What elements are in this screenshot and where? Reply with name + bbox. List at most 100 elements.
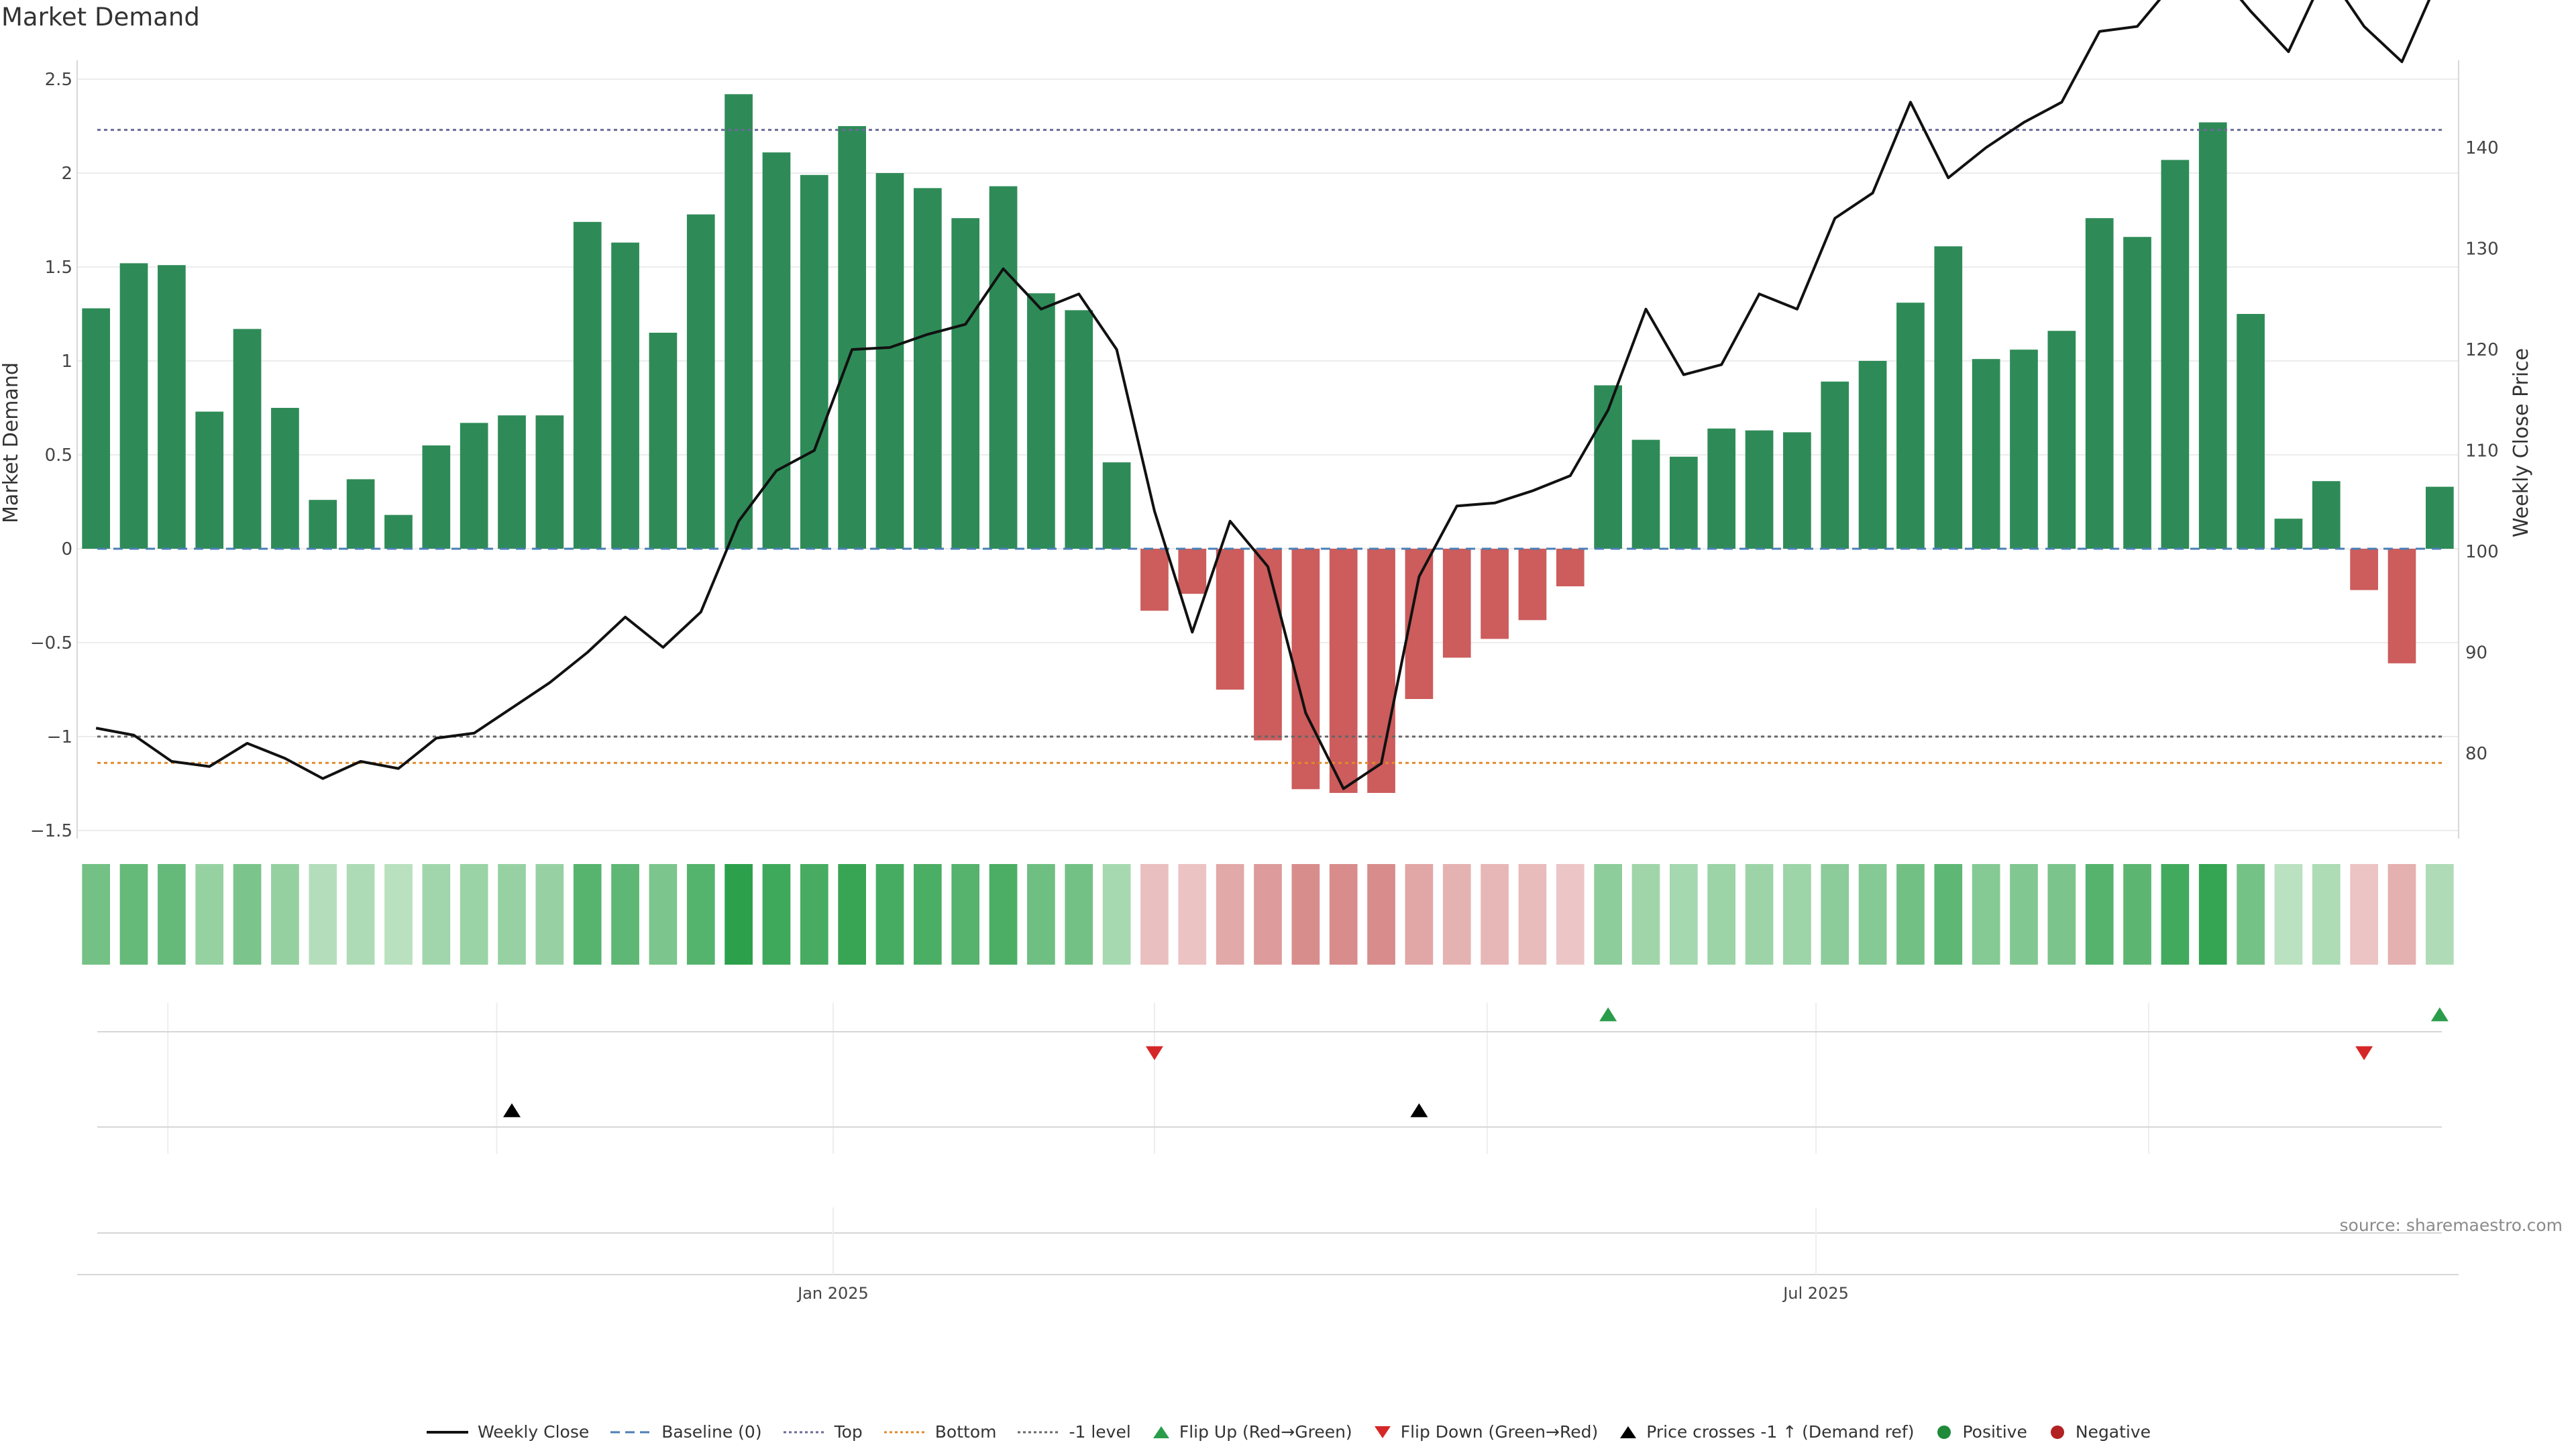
heat-cell [2198, 864, 2227, 965]
heat-cell [989, 864, 1018, 965]
demand-bar-negative [1291, 549, 1320, 790]
demand-bar-positive [875, 173, 904, 549]
demand-bar-negative [1518, 549, 1547, 621]
flip-down-marker [2355, 1046, 2373, 1061]
heat-cell [2085, 864, 2114, 965]
demand-bar-negative [1329, 549, 1358, 793]
y-left-tick-label: −1.5 [30, 821, 72, 841]
flip-down-marker [1145, 1046, 1163, 1061]
demand-bar-positive [1896, 303, 1925, 549]
heat-cell [1631, 864, 1660, 965]
y-left-axis-title: Market Demand [0, 362, 23, 523]
heat-cell [1216, 864, 1244, 965]
heat-cell [1291, 864, 1320, 965]
y-right-tick-label: 80 [2465, 744, 2487, 764]
demand-bar-positive [422, 445, 451, 549]
heat-cell [1140, 864, 1169, 965]
y-left-tick-label: 0.5 [45, 445, 72, 466]
y-left-tick-label: 1.5 [45, 258, 72, 278]
y-left-tick-label: 2 [61, 164, 72, 184]
legend-swatch [1620, 1426, 1637, 1438]
demand-bar-positive [82, 308, 111, 549]
heat-cell [611, 864, 639, 965]
heat-cell [422, 864, 451, 965]
heat-cell [1254, 864, 1282, 965]
demand-bar-positive [1707, 428, 1736, 549]
heat-cell [1102, 864, 1131, 965]
demand-bar-positive [1631, 439, 1660, 549]
demand-bar-positive [2085, 218, 2114, 549]
heat-cell [1329, 864, 1358, 965]
legend-item: Top [782, 1422, 863, 1442]
demand-bar-negative [1556, 549, 1585, 586]
heat-cell [1027, 864, 1055, 965]
demand-bar-positive [119, 263, 148, 549]
heat-cell [2350, 864, 2378, 965]
legend-item: Flip Down (Green→Red) [1373, 1422, 1599, 1442]
demand-bar-positive [2047, 331, 2076, 549]
y-right-tick-label: 120 [2465, 340, 2499, 360]
heat-cell [309, 864, 337, 965]
heat-cell [158, 864, 186, 965]
heat-cell [2387, 864, 2416, 965]
heat-cell [800, 864, 828, 965]
demand-bar-positive [951, 218, 980, 549]
demand-bar-positive [914, 188, 942, 549]
heat-cell [1783, 864, 1811, 965]
legend-label: Top [834, 1422, 863, 1442]
demand-bar-positive [1669, 456, 1698, 549]
heat-cell [195, 864, 224, 965]
heat-cell [498, 864, 526, 965]
weekly-close-line [95, 0, 2431, 790]
legend-label: Bottom [934, 1422, 997, 1442]
legend-label: Flip Down (Green→Red) [1400, 1422, 1599, 1442]
demand-bar-negative [1367, 549, 1395, 793]
y-right-axis-title: Weekly Close Price [2510, 348, 2533, 537]
demand-bar-positive [686, 214, 715, 549]
demand-bar-positive [460, 423, 488, 549]
demand-bar-positive [800, 174, 828, 549]
heat-cell [1594, 864, 1622, 965]
demand-bar-positive [233, 329, 262, 549]
legend-swatch [2050, 1425, 2064, 1439]
reference-lines [97, 129, 2442, 764]
demand-heat-strip [82, 864, 2454, 965]
y-left-tick-label: 0 [61, 539, 72, 559]
heat-cell [82, 864, 111, 965]
heat-cell [1745, 864, 1774, 965]
demand-bar-positive [2274, 519, 2303, 549]
demand-bar-positive [346, 479, 375, 549]
y-left-tick-label: 2.5 [45, 70, 72, 90]
heat-cell [951, 864, 980, 965]
heat-cell [2010, 864, 2038, 965]
heat-cell [1405, 864, 1434, 965]
legend-swatch [426, 1430, 468, 1434]
y-left-tick-label: 1 [61, 352, 72, 372]
heat-cell [233, 864, 262, 965]
heat-cell [762, 864, 791, 965]
chart-title: Market Demand [1, 3, 200, 32]
y-left-tick-label: −1 [47, 727, 72, 747]
legend-dot-icon [2050, 1425, 2064, 1439]
heat-cell [2161, 864, 2190, 965]
heat-cell [119, 864, 148, 965]
demand-bar-positive [1972, 359, 2000, 549]
legend-swatch [610, 1431, 653, 1433]
demand-bar-positive [384, 515, 413, 549]
demand-bar-positive [611, 242, 639, 549]
heat-cell [1669, 864, 1698, 965]
heat-cell [271, 864, 299, 965]
demand-bar-positive [535, 415, 564, 549]
heat-cell [1367, 864, 1395, 965]
heat-cell [1934, 864, 1963, 965]
legend-label: Price crosses -1 ↑ (Demand ref) [1646, 1422, 1915, 1442]
demand-bar-negative [1140, 549, 1169, 611]
legend-triangle-up-icon [1620, 1426, 1637, 1438]
source-note: source: sharemaestro.com [2339, 1216, 2563, 1235]
demand-bar-positive [838, 126, 867, 549]
demand-bars [82, 94, 2454, 793]
heat-cell [1896, 864, 1925, 965]
demand-bar-positive [1065, 310, 1093, 549]
heat-cell [649, 864, 678, 965]
